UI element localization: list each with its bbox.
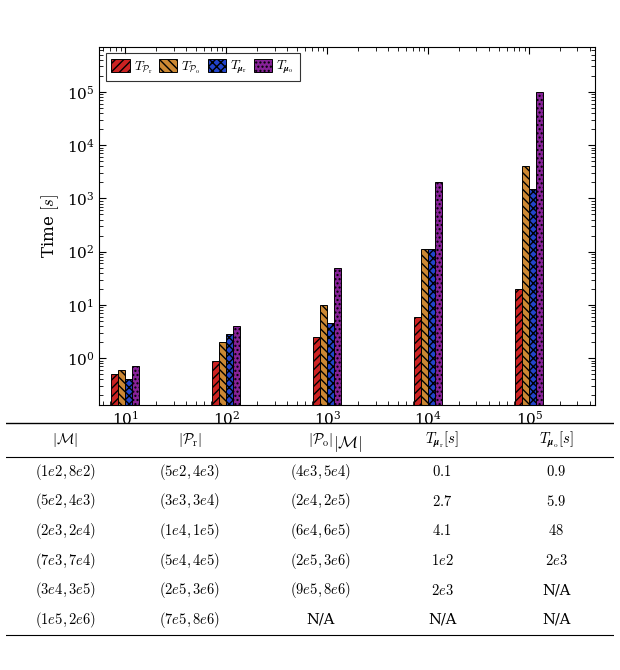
Text: $0.1$: $0.1$ (432, 464, 452, 479)
Text: N/A: N/A (428, 613, 456, 627)
Text: $(2e5,3e6)$: $(2e5,3e6)$ (290, 551, 352, 571)
Text: N/A: N/A (542, 584, 570, 597)
Text: N/A: N/A (542, 613, 570, 627)
Text: $2e3$: $2e3$ (431, 583, 453, 598)
Legend: $T_{\mathcal{P}_{\mathrm{r}}}$, $T_{\mathcal{P}_{\mathrm{o}}}$, $T_{\boldsymbol{: $T_{\mathcal{P}_{\mathrm{r}}}$, $T_{\mat… (106, 54, 299, 81)
Bar (212, 360, 219, 670)
Text: $(5e2,4e3)$: $(5e2,4e3)$ (159, 462, 221, 482)
Bar (529, 189, 536, 670)
Text: $(6e4,6e5)$: $(6e4,6e5)$ (290, 521, 352, 541)
Text: $(2e5,3e6)$: $(2e5,3e6)$ (159, 580, 221, 600)
Bar (435, 182, 442, 670)
Text: $|\mathcal{M}|$: $|\mathcal{M}|$ (53, 431, 78, 449)
Text: $|\mathcal{P}_{\mathrm{r}}|$: $|\mathcal{P}_{\mathrm{r}}|$ (178, 431, 202, 449)
Text: $|\mathcal{P}_{\mathrm{o}}|$: $|\mathcal{P}_{\mathrm{o}}|$ (308, 431, 333, 449)
Bar (320, 305, 327, 670)
Bar (313, 337, 320, 670)
Text: $1e2$: $1e2$ (431, 553, 453, 568)
Text: $2.7$: $2.7$ (432, 494, 453, 509)
Bar (414, 317, 421, 670)
Text: $0.9$: $0.9$ (546, 464, 566, 479)
Text: $(9e5,8e6)$: $(9e5,8e6)$ (290, 580, 352, 600)
Y-axis label: Time $[s]$: Time $[s]$ (39, 194, 61, 259)
Text: $2e3$: $2e3$ (545, 553, 567, 568)
Bar (515, 289, 522, 670)
Bar (132, 366, 140, 670)
Bar (233, 326, 241, 670)
Bar (536, 92, 543, 670)
Bar (219, 342, 226, 670)
Bar (334, 268, 342, 670)
Text: $(3e4,3e5)$: $(3e4,3e5)$ (35, 580, 96, 600)
Text: $5.9$: $5.9$ (546, 494, 566, 509)
Text: $T_{\boldsymbol{\mu}_{\mathrm{o}}}[s]$: $T_{\boldsymbol{\mu}_{\mathrm{o}}}[s]$ (539, 429, 574, 450)
Text: $T_{\boldsymbol{\mu}_{\mathrm{r}}}[s]$: $T_{\boldsymbol{\mu}_{\mathrm{r}}}[s]$ (425, 429, 459, 450)
Bar (421, 249, 428, 670)
Bar (327, 324, 334, 670)
Text: $(3e3,3e4)$: $(3e3,3e4)$ (159, 491, 221, 511)
Bar (118, 370, 125, 670)
Text: $4.1$: $4.1$ (432, 523, 452, 539)
Bar (522, 166, 529, 670)
Text: $48$: $48$ (548, 523, 564, 539)
Text: $(5e4,4e5)$: $(5e4,4e5)$ (159, 551, 221, 571)
X-axis label: $|\mathcal{M}|$: $|\mathcal{M}|$ (332, 433, 362, 454)
Text: $(7e3,7e4)$: $(7e3,7e4)$ (35, 551, 96, 571)
Text: $(1e4,1e5)$: $(1e4,1e5)$ (159, 521, 221, 541)
Text: N/A: N/A (306, 613, 335, 627)
Text: $(2e3,2e4)$: $(2e3,2e4)$ (35, 521, 96, 541)
Text: $(1e5,2e6)$: $(1e5,2e6)$ (35, 610, 96, 630)
Text: $(4e3,5e4)$: $(4e3,5e4)$ (290, 462, 352, 482)
Text: $(2e4,2e5)$: $(2e4,2e5)$ (290, 491, 352, 511)
Bar (111, 375, 118, 670)
Text: $(7e5,8e6)$: $(7e5,8e6)$ (159, 610, 221, 630)
Bar (226, 334, 233, 670)
Bar (125, 379, 132, 670)
Text: $(5e2,4e3)$: $(5e2,4e3)$ (35, 491, 96, 511)
Bar (428, 249, 435, 670)
Text: $(1e2,8e2)$: $(1e2,8e2)$ (35, 462, 96, 482)
